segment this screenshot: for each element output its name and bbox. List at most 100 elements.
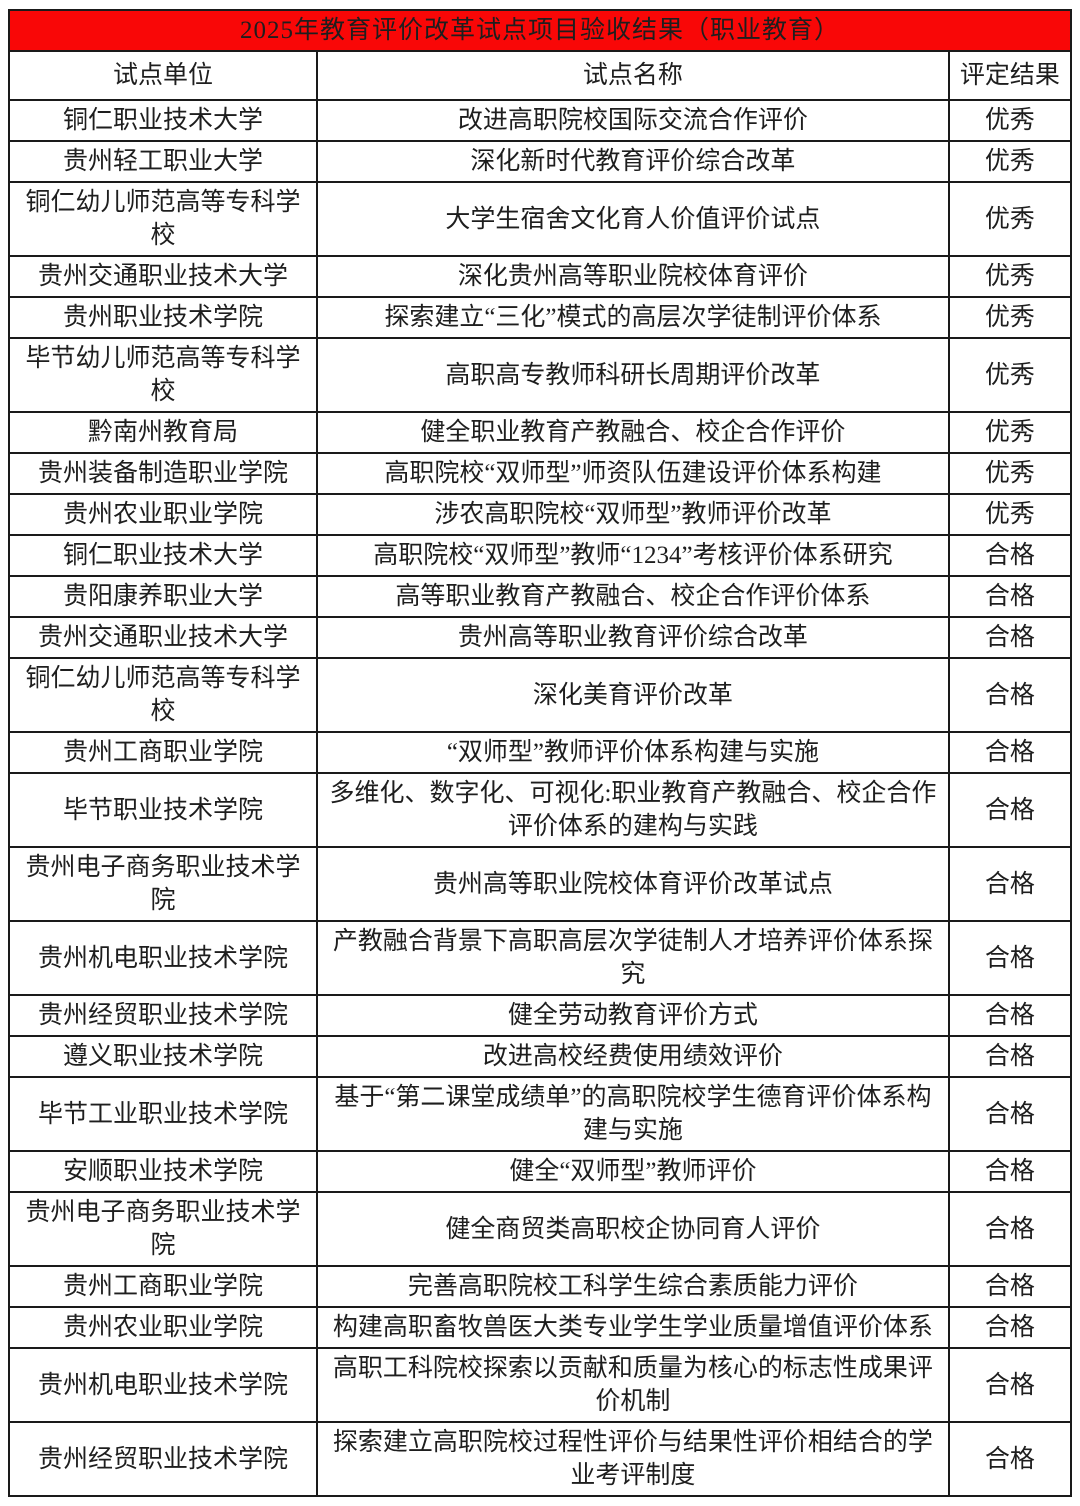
cell-unit: 贵州经贸职业技术学院 <box>8 1421 318 1497</box>
cell-unit: 毕节幼儿师范高等专科学校 <box>8 337 318 413</box>
cell-result: 合格 <box>947 772 1073 848</box>
cell-unit: 贵州经贸职业技术学院 <box>8 994 318 1037</box>
table-row: 安顺职业技术学院 健全“双师型”教师评价 合格 <box>8 1150 1073 1193</box>
table-row: 贵阳康养职业大学 高等职业教育产教融合、校企合作评价体系 合格 <box>8 575 1073 618</box>
table-title: 2025年教育评价改革试点项目验收结果（职业教育） <box>8 9 1072 52</box>
table-row: 贵州经贸职业技术学院 健全劳动教育评价方式 合格 <box>8 994 1073 1037</box>
table-row: 贵州工商职业学院 “双师型”教师评价体系构建与实施 合格 <box>8 731 1073 774</box>
cell-result: 合格 <box>947 1150 1073 1193</box>
cell-project: 多维化、数字化、可视化:职业教育产教融合、校企合作评价体系的建构与实践 <box>315 772 950 848</box>
cell-result: 合格 <box>947 994 1073 1037</box>
cell-project: 高职院校“双师型”教师“1234”考核评价体系研究 <box>315 534 950 577</box>
table-row: 贵州轻工职业大学 深化新时代教育评价综合改革 优秀 <box>8 140 1073 183</box>
cell-unit: 毕节职业技术学院 <box>8 772 318 848</box>
table-row: 毕节工业职业技术学院 基于“第二课堂成绩单”的高职院校学生德育评价体系构建与实施合… <box>8 1076 1073 1152</box>
cell-project: 健全劳动教育评价方式 <box>315 994 950 1037</box>
cell-project: 高职院校“双师型”师资队伍建设评价体系构建 <box>315 452 950 495</box>
cell-result: 合格 <box>947 616 1073 659</box>
cell-result: 优秀 <box>947 411 1073 454</box>
cell-unit: 贵州交通职业技术大学 <box>8 616 318 659</box>
table-row: 毕节幼儿师范高等专科学校 高职高专教师科研长周期评价改革 优秀 <box>8 337 1073 413</box>
cell-unit: 贵州工商职业学院 <box>8 731 318 774</box>
cell-unit: 贵阳康养职业大学 <box>8 575 318 618</box>
cell-project: 贵州高等职业教育评价综合改革 <box>315 616 950 659</box>
table-row: 毕节职业技术学院 多维化、数字化、可视化:职业教育产教融合、校企合作评价体系的建构… <box>8 772 1073 848</box>
table-row: 贵州工商职业学院 完善高职院校工科学生综合素质能力评价 合格 <box>8 1265 1073 1308</box>
cell-result: 优秀 <box>947 140 1073 183</box>
cell-result: 合格 <box>947 1306 1073 1349</box>
cell-result: 优秀 <box>947 452 1073 495</box>
col-header-unit: 试点单位 <box>8 50 318 101</box>
cell-project: 高等职业教育产教融合、校企合作评价体系 <box>315 575 950 618</box>
cell-result: 合格 <box>947 1421 1073 1497</box>
cell-result: 优秀 <box>947 493 1073 536</box>
table-row: 贵州职业技术学院 探索建立“三化”模式的高层次学徒制评价体系 优秀 <box>8 296 1073 339</box>
cell-unit: 铜仁职业技术大学 <box>8 99 318 142</box>
table-row: 贵州电子商务职业技术学院 贵州高等职业院校体育评价改革试点 合格 <box>8 846 1073 922</box>
results-table: 2025年教育评价改革试点项目验收结果（职业教育） 试点单位 试点名称 评定结果… <box>8 9 1073 1497</box>
cell-unit: 遵义职业技术学院 <box>8 1035 318 1078</box>
table-row: 铜仁幼儿师范高等专科学校 大学生宿舍文化育人价值评价试点 优秀 <box>8 181 1073 257</box>
cell-result: 合格 <box>947 846 1073 922</box>
cell-project: 构建高职畜牧兽医大类专业学生学业质量增值评价体系 <box>315 1306 950 1349</box>
cell-project: 完善高职院校工科学生综合素质能力评价 <box>315 1265 950 1308</box>
table-row: 贵州装备制造职业学院 高职院校“双师型”师资队伍建设评价体系构建 优秀 <box>8 452 1073 495</box>
cell-unit: 安顺职业技术学院 <box>8 1150 318 1193</box>
cell-project: 探索建立“三化”模式的高层次学徒制评价体系 <box>315 296 950 339</box>
cell-unit: 毕节工业职业技术学院 <box>8 1076 318 1152</box>
cell-unit: 贵州工商职业学院 <box>8 1265 318 1308</box>
cell-project: 改进高职院校国际交流合作评价 <box>315 99 950 142</box>
cell-project: 基于“第二课堂成绩单”的高职院校学生德育评价体系构建与实施 <box>315 1076 950 1152</box>
cell-project: 健全商贸类高职校企协同育人评价 <box>315 1191 950 1267</box>
table-row: 铜仁职业技术大学 高职院校“双师型”教师“1234”考核评价体系研究 合格 <box>8 534 1073 577</box>
cell-result: 合格 <box>947 920 1073 996</box>
cell-project: 探索建立高职院校过程性评价与结果性评价相结合的学业考评制度 <box>315 1421 950 1497</box>
cell-unit: 贵州轻工职业大学 <box>8 140 318 183</box>
cell-unit: 贵州职业技术学院 <box>8 296 318 339</box>
cell-unit: 贵州农业职业学院 <box>8 493 318 536</box>
cell-project: 大学生宿舍文化育人价值评价试点 <box>315 181 950 257</box>
cell-project: 深化美育评价改革 <box>315 657 950 733</box>
table-row: 铜仁职业技术大学 改进高职院校国际交流合作评价 优秀 <box>8 99 1073 142</box>
cell-project: 高职高专教师科研长周期评价改革 <box>315 337 950 413</box>
cell-result: 合格 <box>947 1076 1073 1152</box>
cell-result: 优秀 <box>947 296 1073 339</box>
cell-unit: 铜仁幼儿师范高等专科学校 <box>8 657 318 733</box>
cell-result: 合格 <box>947 1191 1073 1267</box>
cell-result: 合格 <box>947 575 1073 618</box>
table-row: 贵州经贸职业技术学院 探索建立高职院校过程性评价与结果性评价相结合的学业考评制度合… <box>8 1421 1073 1497</box>
cell-project: 改进高校经费使用绩效评价 <box>315 1035 950 1078</box>
table-row: 贵州机电职业技术学院 高职工科院校探索以贡献和质量为核心的标志性成果评价机制 合格 <box>8 1347 1073 1423</box>
title-row: 2025年教育评价改革试点项目验收结果（职业教育） <box>8 9 1072 52</box>
cell-result: 合格 <box>947 1265 1073 1308</box>
cell-project: 健全职业教育产教融合、校企合作评价 <box>315 411 950 454</box>
cell-unit: 贵州机电职业技术学院 <box>8 920 318 996</box>
cell-result: 优秀 <box>947 337 1073 413</box>
table-row: 遵义职业技术学院 改进高校经费使用绩效评价 合格 <box>8 1035 1073 1078</box>
cell-project: 深化贵州高等职业院校体育评价 <box>315 255 950 298</box>
cell-project: 涉农高职院校“双师型”教师评价改革 <box>315 493 950 536</box>
cell-unit: 铜仁幼儿师范高等专科学校 <box>8 181 318 257</box>
cell-unit: 贵州装备制造职业学院 <box>8 452 318 495</box>
table-row: 贵州机电职业技术学院 产教融合背景下高职高层次学徒制人才培养评价体系探究 合格 <box>8 920 1073 996</box>
cell-project: 高职工科院校探索以贡献和质量为核心的标志性成果评价机制 <box>315 1347 950 1423</box>
table-row: 贵州交通职业技术大学 贵州高等职业教育评价综合改革 合格 <box>8 616 1073 659</box>
cell-result: 合格 <box>947 1035 1073 1078</box>
column-header-row: 试点单位 试点名称 评定结果 <box>8 50 1073 101</box>
cell-result: 合格 <box>947 731 1073 774</box>
cell-project: 产教融合背景下高职高层次学徒制人才培养评价体系探究 <box>315 920 950 996</box>
col-header-project: 试点名称 <box>315 50 950 101</box>
cell-result: 合格 <box>947 534 1073 577</box>
cell-result: 优秀 <box>947 255 1073 298</box>
cell-project: 贵州高等职业院校体育评价改革试点 <box>315 846 950 922</box>
cell-result: 优秀 <box>947 99 1073 142</box>
table-row: 贵州农业职业学院 涉农高职院校“双师型”教师评价改革 优秀 <box>8 493 1073 536</box>
table-row: 贵州交通职业技术大学 深化贵州高等职业院校体育评价 优秀 <box>8 255 1073 298</box>
cell-project: “双师型”教师评价体系构建与实施 <box>315 731 950 774</box>
cell-unit: 贵州电子商务职业技术学院 <box>8 1191 318 1267</box>
cell-unit: 黔南州教育局 <box>8 411 318 454</box>
cell-project: 健全“双师型”教师评价 <box>315 1150 950 1193</box>
cell-unit: 铜仁职业技术大学 <box>8 534 318 577</box>
cell-project: 深化新时代教育评价综合改革 <box>315 140 950 183</box>
cell-result: 合格 <box>947 657 1073 733</box>
